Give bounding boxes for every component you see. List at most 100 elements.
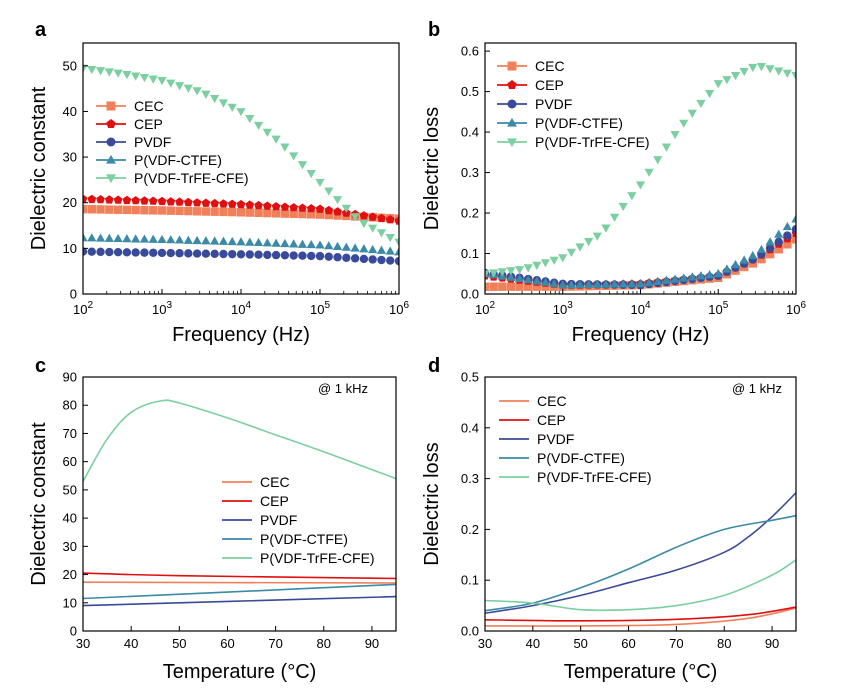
marker-cec	[175, 206, 184, 216]
marker-p-vdf-trfe-cfe-	[644, 168, 654, 177]
marker-p-vdf-trfe-cfe-	[653, 156, 663, 165]
marker-cep	[385, 215, 395, 224]
marker-p-vdf-trfe-cfe-	[139, 74, 150, 83]
marker-p-vdf-trfe-cfe-	[201, 90, 211, 99]
legend-item: CEC	[222, 474, 290, 490]
marker-p-vdf-trfe-cfe-	[592, 232, 602, 241]
marker-p-vdf-trfe-cfe-	[218, 99, 229, 108]
y-axis-label: Dielectric constant	[28, 86, 50, 250]
legend-marker	[507, 99, 517, 109]
panel-a: 102 103 104 105 106 0 10 20 30 40 50 Frequency (Hz)…	[28, 19, 409, 346]
x-axis-label: Temperature (°C)	[163, 661, 317, 683]
legend-label: P(VDF-CTFE)	[537, 450, 625, 466]
x-tick-label: 70	[669, 636, 683, 651]
marker-p-vdf-ctfe-	[157, 234, 167, 244]
marker-pvdf	[192, 249, 202, 258]
marker-p-vdf-ctfe-	[627, 279, 637, 288]
x-tick-label: 50	[172, 636, 186, 651]
marker-p-vdf-ctfe-	[566, 280, 577, 289]
marker-p-vdf-trfe-cfe-	[245, 114, 255, 124]
marker-pvdf	[307, 251, 316, 261]
marker-pvdf	[394, 256, 399, 266]
y-tick-label: 0.4	[461, 420, 479, 435]
marker-p-vdf-ctfe-	[122, 234, 132, 243]
y-tick-label: 0.2	[461, 206, 479, 221]
x-tick-label: 80	[317, 636, 331, 651]
x-tick-label: 106	[786, 300, 806, 317]
marker-p-vdf-trfe-cfe-	[575, 243, 585, 252]
legend-item: P(VDF-CTFE)	[497, 115, 623, 131]
marker-pvdf	[359, 254, 369, 264]
marker-pvdf	[289, 251, 298, 260]
marker-cec	[157, 206, 167, 215]
legend-item: PVDF	[222, 512, 297, 528]
marker-pvdf	[140, 248, 149, 257]
marker-pvdf	[210, 249, 219, 259]
marker-cec	[140, 205, 149, 215]
marker-pvdf	[280, 251, 290, 260]
series-line-cep	[83, 572, 396, 580]
marker-cep	[219, 199, 228, 208]
marker-cep	[83, 194, 88, 203]
y-tick-label: 50	[63, 482, 77, 497]
marker-p-vdf-ctfe-	[297, 239, 308, 248]
marker-p-vdf-ctfe-	[601, 279, 611, 288]
marker-p-vdf-ctfe-	[791, 214, 796, 223]
marker-pvdf	[131, 248, 140, 257]
marker-p-vdf-ctfe-	[183, 235, 193, 244]
marker-p-vdf-ctfe-	[332, 241, 343, 251]
legend-item: PVDF	[499, 431, 574, 447]
marker-cec	[96, 205, 105, 214]
marker-cec	[149, 206, 158, 215]
marker-pvdf	[263, 250, 272, 260]
series-line-pvdf	[485, 492, 796, 614]
marker-cec	[254, 208, 263, 218]
legend-item: CEC	[497, 58, 565, 74]
marker-p-vdf-trfe-cfe-	[756, 63, 767, 72]
marker-p-vdf-trfe-cfe-	[359, 219, 369, 229]
series-line-pvdf	[83, 595, 396, 607]
marker-p-vdf-ctfe-	[756, 244, 767, 254]
panel-label: d	[428, 355, 440, 377]
y-tick-label: 0.6	[461, 44, 479, 59]
marker-p-vdf-trfe-cfe-	[765, 65, 775, 74]
legend-label: P(VDF-TrFE-CFE)	[134, 170, 249, 186]
x-tick-label: 104	[231, 300, 251, 317]
marker-p-vdf-ctfe-	[87, 233, 97, 242]
marker-pvdf	[157, 248, 167, 258]
legend-marker	[507, 61, 517, 71]
panel-c: 30 40 50 60 70 80 90 0 10 20 30 40 50 60 70 80 90 Tempera…	[28, 355, 397, 683]
marker-cec	[485, 282, 490, 291]
y-tick-label: 40	[63, 511, 77, 526]
x-tick-label: 30	[478, 636, 492, 651]
legend-marker	[507, 138, 517, 148]
marker-p-vdf-ctfe-	[385, 246, 395, 255]
marker-cec	[236, 208, 246, 217]
marker-p-vdf-ctfe-	[350, 243, 360, 252]
marker-cec	[210, 207, 219, 216]
marker-p-vdf-ctfe-	[280, 238, 290, 248]
marker-pvdf	[271, 250, 281, 260]
marker-pvdf	[228, 249, 237, 259]
marker-cec	[113, 205, 123, 214]
marker-p-vdf-trfe-cfe-	[157, 77, 167, 86]
marker-p-vdf-ctfe-	[765, 237, 775, 246]
marker-p-vdf-ctfe-	[523, 275, 533, 284]
marker-p-vdf-ctfe-	[679, 273, 689, 282]
y-tick-label: 70	[63, 426, 77, 441]
marker-p-vdf-trfe-cfe-	[341, 204, 351, 213]
y-tick-label: 0.3	[461, 471, 479, 486]
marker-p-vdf-ctfe-	[653, 276, 663, 285]
marker-cep	[271, 202, 281, 211]
marker-pvdf	[122, 248, 132, 257]
x-tick-label: 103	[553, 300, 573, 317]
marker-p-vdf-trfe-cfe-	[297, 161, 308, 170]
marker-cep	[377, 213, 386, 223]
marker-cec	[298, 209, 307, 219]
marker-cep	[333, 207, 342, 216]
y-tick-label: 0.5	[461, 84, 479, 99]
series-line-cep	[485, 606, 796, 622]
x-tick-label: 60	[220, 636, 234, 651]
marker-p-vdf-trfe-cfe-	[253, 121, 264, 131]
panel-label: b	[428, 19, 440, 41]
